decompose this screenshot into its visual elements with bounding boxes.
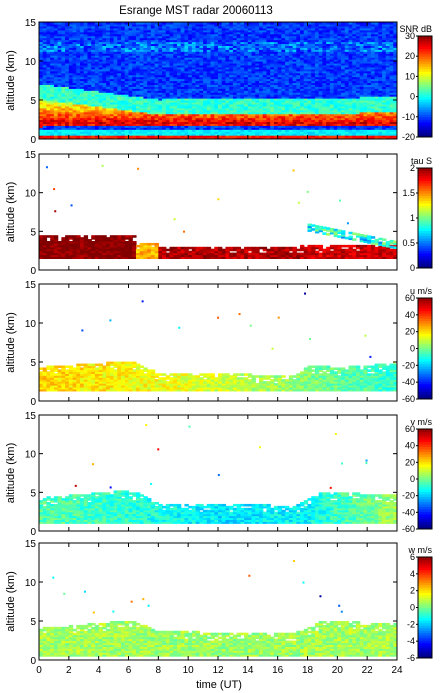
colorbar-tick-label: 30 <box>405 31 415 41</box>
x-tick-label: 20 <box>332 665 344 676</box>
colorbar-tick-label: 2 <box>410 586 415 596</box>
y-tick-label: 15 <box>25 539 37 550</box>
colorbar-frame <box>417 35 433 138</box>
x-tick-label: 18 <box>302 665 314 676</box>
colorbar-tick-label: 0 <box>410 92 415 102</box>
y-tick-label: 0 <box>30 656 36 667</box>
x-tick-label: 10 <box>183 665 195 676</box>
x-tick-label: 6 <box>126 665 132 676</box>
x-axis-label: time (UT) <box>196 679 242 691</box>
y-tick-label: 5 <box>30 617 36 628</box>
colorbar-label: v m/s <box>411 417 433 427</box>
colorbar-tick-label: -20 <box>402 491 415 501</box>
colorbar-tick-label: -20 <box>402 360 415 370</box>
colorbar-tick-label: -60 <box>402 394 415 404</box>
panel-u: 0 5 10 15 altitude (km) u m/s60 40 20 0 -20 -40 -60 <box>5 280 433 408</box>
colorbar-tick-label: 2 <box>410 163 415 173</box>
plot-area-tau <box>39 164 397 259</box>
y-tick-label: 5 <box>30 488 36 499</box>
colorbar-tick-label: -40 <box>402 507 415 517</box>
y-tick-label: 5 <box>30 96 36 107</box>
y-tick-label: 0 <box>30 397 36 408</box>
x-tick-label: 16 <box>272 665 284 676</box>
panel-v: 0 5 10 15 altitude (km) v m/s60 40 20 0 -20 -40 -60 <box>5 411 433 538</box>
y-axis-label: altitude (km) <box>5 312 17 373</box>
y-tick-label: 15 <box>25 150 37 161</box>
colorbar-tick-label: 0 <box>410 474 415 484</box>
colorbar-label: w m/s <box>408 545 433 555</box>
colorbar-tick-label: 20 <box>405 457 415 467</box>
y-tick-label: 15 <box>25 18 37 29</box>
x-tick-label: 24 <box>391 665 403 676</box>
y-axis-label: altitude (km) <box>5 443 17 504</box>
colorbar-tick-label: 0.5 <box>402 238 415 248</box>
colorbar-tick-label: 6 <box>410 552 415 562</box>
colorbar-tick-label: 10 <box>405 71 415 81</box>
plot-area-SNR <box>39 22 397 139</box>
colorbar-tick-label: 0 <box>410 344 415 354</box>
y-tick-label: 10 <box>25 578 37 589</box>
colorbar-tick-label: 40 <box>405 441 415 451</box>
colorbar-label: tau S <box>411 156 432 166</box>
colorbar-tick-label: 20 <box>405 51 415 61</box>
colorbar-tick-label: -20 <box>402 132 415 142</box>
colorbar-tick-label: 1.5 <box>402 188 415 198</box>
x-tick-label: 22 <box>362 665 374 676</box>
x-tick-label: 8 <box>156 665 162 676</box>
y-tick-label: 0 <box>30 135 36 146</box>
colorbar-tick-label: -60 <box>402 524 415 534</box>
y-tick-label: 10 <box>25 189 37 200</box>
y-axis-label: altitude (km) <box>5 182 17 243</box>
colorbar-tick-label: -4 <box>407 636 415 646</box>
y-tick-label: 0 <box>30 266 36 277</box>
colorbar-label: SNR dB <box>399 24 432 34</box>
x-tick-label: 12 <box>212 665 224 676</box>
colorbar-tick-label: 60 <box>405 424 415 434</box>
y-axis-label: altitude (km) <box>5 571 17 632</box>
colorbar-tick-label: 60 <box>405 293 415 303</box>
panel-tau: 0 5 10 15 altitude (km) tau S2 1.5 1 0.5 0 <box>5 150 433 277</box>
y-tick-label: 10 <box>25 319 37 330</box>
y-tick-label: 15 <box>25 280 37 291</box>
colorbar-tick-label: 20 <box>405 327 415 337</box>
colorbar-tick-label: 0 <box>410 263 415 273</box>
x-tick-label: 4 <box>96 665 102 676</box>
colorbar-tick-label: 1 <box>410 213 415 223</box>
colorbar-tick-label: -40 <box>402 377 415 387</box>
plot-area-w <box>39 560 397 657</box>
y-tick-label: 10 <box>25 450 37 461</box>
y-tick-label: 15 <box>25 411 37 422</box>
colorbar-tick-label: -2 <box>407 619 415 629</box>
colorbar-tick-label: -6 <box>407 653 415 663</box>
plot-area-u <box>39 292 397 392</box>
colorbar-label: u m/s <box>410 286 433 296</box>
y-tick-label: 10 <box>25 57 37 68</box>
x-tick-label: 2 <box>66 665 72 676</box>
colorbar-tick-label: 40 <box>405 310 415 320</box>
x-tick-label: 0 <box>36 665 42 676</box>
y-axis-label: altitude (km) <box>5 50 17 111</box>
colorbar-tick-label: 4 <box>410 569 415 579</box>
colorbar-tick-label: 0 <box>410 603 415 613</box>
y-tick-label: 5 <box>30 227 36 238</box>
y-tick-label: 5 <box>30 358 36 369</box>
x-tick-label: 14 <box>242 665 254 676</box>
y-tick-label: 0 <box>30 527 36 538</box>
colorbar-tick-label: -10 <box>402 112 415 122</box>
figure-title: Esrange MST radar 20060113 <box>119 5 273 17</box>
plot-area-v <box>39 424 397 524</box>
